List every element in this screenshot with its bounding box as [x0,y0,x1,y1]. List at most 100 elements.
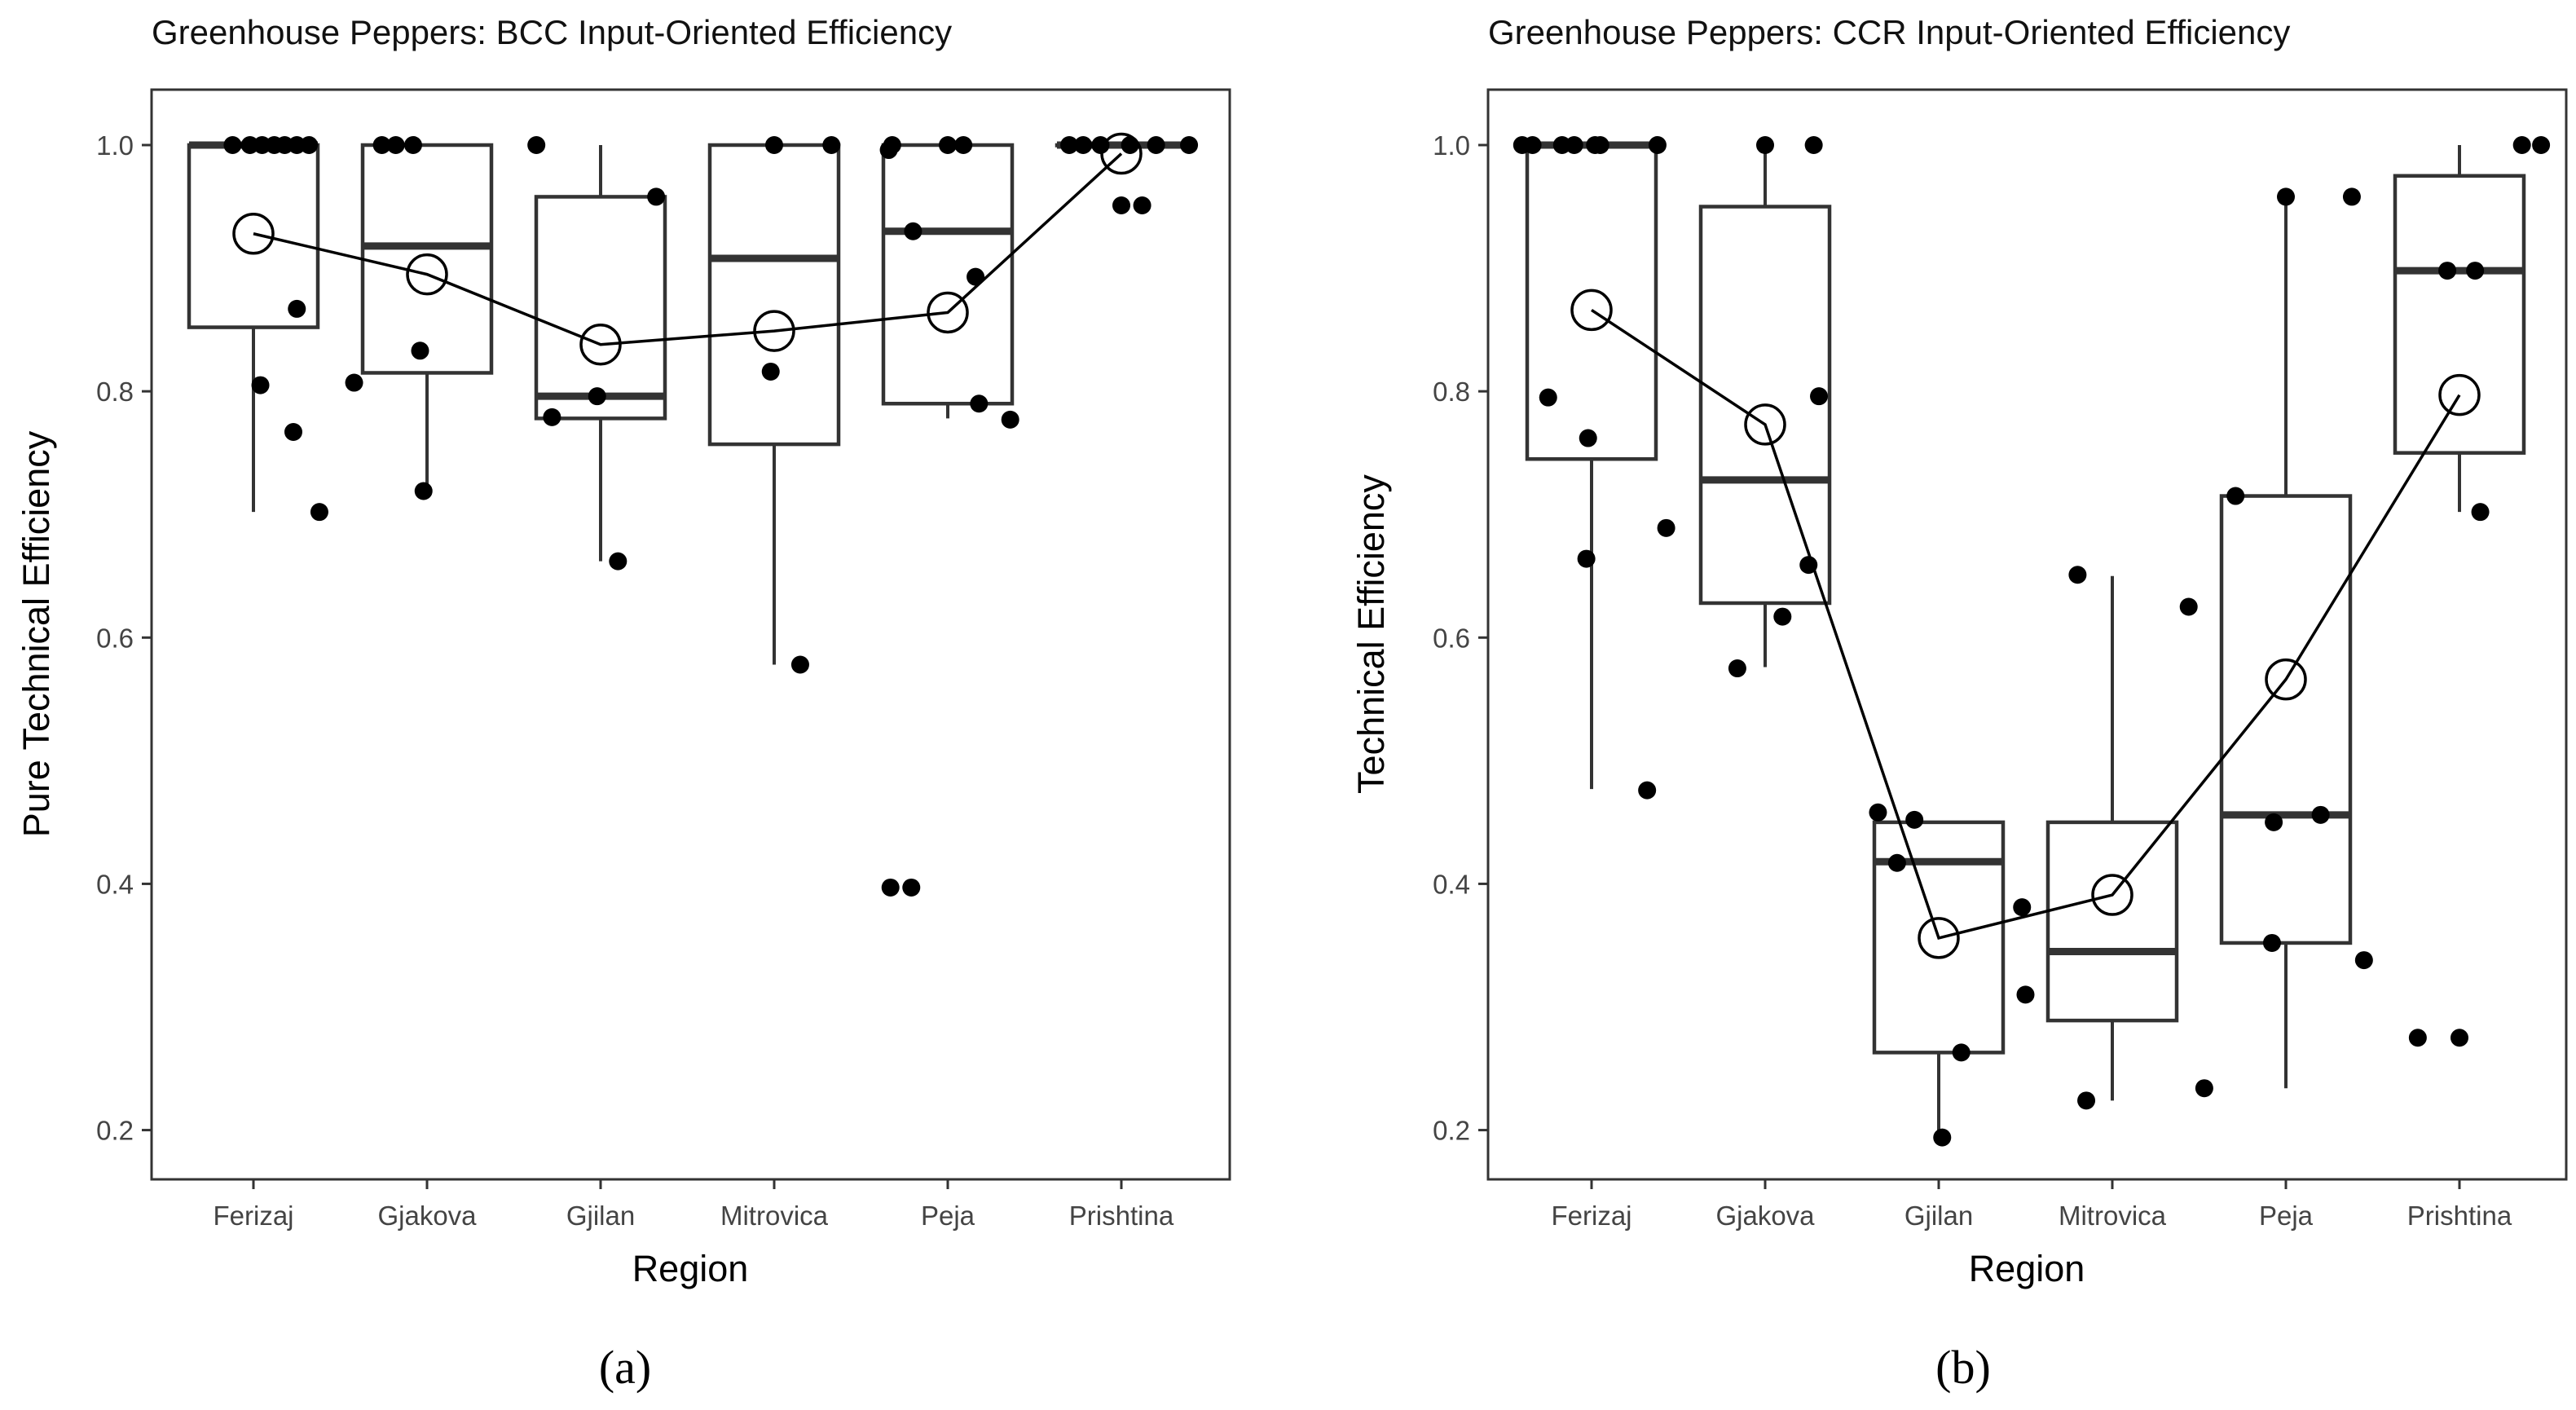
data-point [902,878,921,897]
box-gjilan [534,144,667,562]
data-point [790,655,809,674]
data-point [588,387,606,406]
box-ferizaj [187,141,320,513]
data-point [761,362,780,381]
panel-a-plot-frame [150,88,1231,1181]
iqr-box [187,143,320,329]
box-peja [2219,196,2353,1089]
data-point [1773,607,1792,626]
y-tick-label: 0.2 [1433,1116,1470,1146]
data-point [1060,135,1079,154]
box-gjakova [360,143,494,491]
panel-a-label: (a) [599,1341,651,1394]
data-point [970,394,989,413]
panel-a-y-label: Pure Technical Efficiency [15,430,57,837]
x-tick-label: Gjilan [566,1201,635,1231]
panel-b-ccr: Greenhouse Peppers: CCR Input-Oriented E… [1350,13,2568,1394]
x-tick-label: Prishtina [1069,1201,1174,1231]
data-point [1804,135,1823,154]
box-mitrovica [707,143,841,665]
data-point [310,503,328,522]
x-tick-label: Mitrovica [720,1201,829,1231]
data-point [2262,933,2281,952]
y-tick-label: 0.8 [96,377,134,407]
data-point [1112,196,1130,215]
panel-b-x-label: Region [1969,1248,2085,1289]
data-point [2438,262,2457,280]
x-tick-label: Prishtina [2407,1201,2512,1231]
x-tick-label: Peja [2259,1201,2314,1231]
data-point [403,135,422,154]
data-point [1728,659,1746,678]
data-point [609,552,627,571]
y-tick-label: 1.0 [96,130,134,161]
y-tick-label: 0.6 [1433,623,1470,653]
data-point [954,135,973,154]
data-point [1001,410,1019,429]
y-tick-label: 0.4 [1433,869,1470,899]
data-point [939,135,957,154]
data-point [1756,135,1774,154]
data-point [1657,518,1676,537]
data-point [883,135,901,154]
data-point [1869,803,1887,822]
data-point [881,878,900,897]
data-point [2265,813,2283,831]
data-point [386,135,405,154]
mean-marker [1918,917,1960,959]
panel-a-title: Greenhouse Peppers: BCC Input-Oriented E… [152,13,952,51]
data-point [2512,135,2531,154]
iqr-box [707,143,841,447]
data-point [904,222,923,240]
data-point [2013,898,2032,917]
data-point [1810,387,1829,406]
panel-b-y-axis: 0.2 0.4 0.6 0.8 1.0 [1433,130,1488,1146]
data-point [2179,597,2198,616]
data-point [1905,810,1924,829]
panel-b-title: Greenhouse Peppers: CCR Input-Oriented E… [1488,13,2290,51]
y-tick-label: 1.0 [1433,130,1470,161]
data-point [2226,487,2245,505]
mean-marker [579,323,622,366]
data-point [2451,1029,2468,1047]
y-tick-label: 0.8 [1433,377,1470,407]
data-point [1539,388,1557,407]
mean-marker [2438,373,2481,416]
y-tick-label: 0.6 [96,623,134,653]
data-point [1579,429,1597,447]
panel-b-plot-frame [1486,88,2568,1181]
y-tick-label: 0.4 [96,869,134,899]
x-tick-label: Ferizaj [1551,1201,1631,1231]
data-point [527,135,546,154]
data-point [543,408,561,426]
mean-marker [1570,289,1613,332]
mean-marker [406,253,448,296]
box-prishtina [2393,144,2526,513]
data-point [1577,549,1596,568]
iqr-box [2393,174,2526,455]
panel-a-boxes [187,141,1188,665]
mean-marker [753,310,795,352]
panel-b-label: (b) [1935,1341,1991,1394]
x-tick-label: Gjakova [377,1201,477,1231]
iqr-box [881,143,1015,406]
data-point [2408,1029,2427,1047]
iqr-box [2219,494,2353,945]
data-point [2077,1091,2096,1110]
mean-marker [1744,403,1786,446]
data-point [2532,135,2551,154]
data-point [1133,196,1151,215]
panel-b-y-label: Technical Efficiency [1350,474,1392,794]
data-point [2068,566,2087,584]
data-point [1887,853,1906,872]
data-point [2195,1079,2213,1098]
data-point [1591,135,1609,154]
box-ferizaj [1525,141,1658,790]
data-point [822,135,841,154]
mean-marker [2091,874,2133,916]
panel-b-x-axis: Ferizaj Gjakova Gjilan Mitrovica Peja Prishti… [1551,1179,2512,1231]
data-point [300,135,319,154]
data-point [2277,187,2295,206]
x-tick-label: Gjilan [1904,1201,1973,1231]
